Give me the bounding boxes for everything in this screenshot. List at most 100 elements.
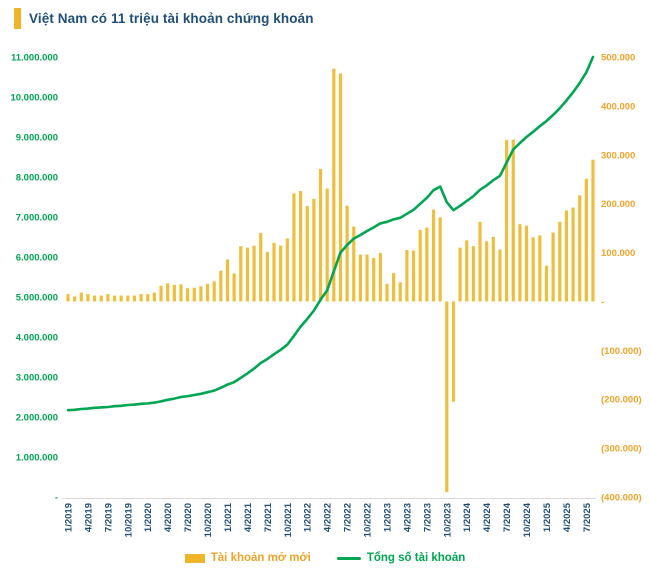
new-accounts-bar — [159, 285, 163, 302]
new-accounts-bar — [571, 207, 575, 302]
x-axis-label: 4/2019 — [83, 503, 94, 532]
left-axis-label: 6.000.000 — [16, 253, 58, 264]
x-axis-label: 10/2024 — [522, 502, 533, 537]
new-accounts-bar — [372, 257, 376, 302]
title-accent-bar — [14, 8, 21, 29]
new-accounts-bar — [325, 188, 329, 302]
x-axis-label: 1/2019 — [64, 503, 75, 532]
x-axis-label: 7/2024 — [502, 502, 513, 532]
new-accounts-bar — [451, 301, 456, 402]
x-axis-label: 4/2021 — [243, 502, 254, 532]
x-axis-label: 4/2025 — [562, 502, 573, 532]
new-accounts-bar — [139, 294, 143, 302]
x-axis-label: 10/2019 — [123, 503, 134, 537]
new-accounts-bar — [518, 224, 522, 302]
x-axis-label: 7/2023 — [422, 503, 433, 532]
new-accounts-bar — [524, 225, 529, 302]
bar-series-label: Tài khoản mở mới — [210, 552, 311, 564]
new-accounts-bar — [465, 240, 469, 302]
new-accounts-bar — [471, 246, 475, 302]
new-accounts-bar — [352, 226, 356, 302]
new-accounts-bar — [146, 294, 150, 302]
right-axis-label: (300.000) — [601, 444, 642, 455]
line-series-label: Tổng số tài khoản — [366, 552, 466, 564]
new-accounts-bar — [538, 235, 542, 302]
new-accounts-bar — [425, 227, 429, 302]
x-axis-label: 1/2025 — [542, 502, 553, 532]
x-axis-label: 4/2020 — [163, 503, 174, 532]
new-accounts-bar — [358, 254, 363, 302]
new-accounts-bar — [445, 301, 449, 493]
new-accounts-bar — [578, 195, 582, 302]
new-accounts-bar — [411, 250, 416, 302]
new-accounts-bar — [398, 282, 402, 302]
right-axis-label: (100.000) — [601, 346, 642, 357]
right-axis-label: 200.000 — [601, 199, 635, 210]
new-accounts-bar — [365, 254, 369, 302]
new-accounts-bar — [305, 206, 309, 302]
x-axis-label: 1/2024 — [462, 502, 473, 532]
new-accounts-bar — [166, 283, 170, 302]
left-axis-label: - — [55, 493, 58, 504]
new-accounts-bar — [126, 295, 130, 302]
chart-canvas: 11.000.000 10.000.000 9.000.000 8.000.000 7.… — [10, 53, 642, 538]
new-accounts-bar — [172, 284, 176, 302]
new-accounts-bar — [199, 286, 203, 302]
new-accounts-bar — [511, 139, 515, 302]
x-axis-label: 10/2022 — [363, 503, 374, 537]
x-axis-label: 7/2020 — [183, 503, 194, 532]
x-axis-label: 7/2021 — [263, 502, 274, 532]
x-axis-label: 1/2021 — [223, 502, 234, 532]
x-axis-label: 10/2020 — [203, 503, 214, 537]
new-accounts-bar — [192, 287, 196, 302]
left-axis-label: 5.000.000 — [16, 293, 58, 304]
new-accounts-bar — [79, 292, 83, 302]
right-axis-label: (200.000) — [601, 395, 642, 406]
new-accounts-bar — [418, 230, 422, 302]
right-axis-label: 300.000 — [601, 150, 635, 161]
right-axis-label: 400.000 — [601, 101, 635, 112]
right-axis-label: 500.000 — [601, 53, 635, 64]
new-accounts-bar — [392, 273, 396, 302]
x-axis-label: 1/2022 — [303, 503, 314, 532]
new-accounts-bar — [584, 178, 588, 302]
new-accounts-bar — [132, 295, 137, 302]
x-axis-label: 4/2024 — [482, 502, 493, 532]
new-accounts-bar — [186, 288, 190, 302]
x-axis-label: 4/2023 — [402, 503, 413, 532]
new-accounts-bar — [86, 294, 90, 302]
x-axis-label: 10/2021 — [283, 502, 294, 537]
new-accounts-bar — [531, 237, 535, 302]
new-accounts-bar — [245, 247, 250, 302]
new-accounts-bar — [458, 247, 462, 302]
new-accounts-bar — [312, 198, 316, 302]
new-accounts-bar — [431, 209, 436, 302]
new-accounts-bar — [225, 259, 230, 302]
x-axis-label: 1/2020 — [143, 503, 154, 532]
x-axis-label: 7/2022 — [343, 503, 354, 532]
left-axis-label: 11.000.000 — [11, 53, 58, 64]
new-accounts-bar — [564, 210, 569, 302]
left-axis-label: 9.000.000 — [16, 133, 58, 144]
new-accounts-bar — [285, 238, 289, 302]
new-accounts-bar — [265, 252, 269, 302]
new-accounts-bar — [332, 68, 336, 302]
x-axis-label: 7/2019 — [103, 503, 114, 532]
new-accounts-bar — [92, 295, 97, 302]
x-axis-label: 4/2022 — [323, 503, 334, 532]
new-accounts-bar — [232, 273, 236, 302]
new-accounts-bar — [551, 232, 555, 302]
new-accounts-bar — [212, 281, 216, 302]
legend-item-total-accounts: Tổng số tài khoản — [336, 552, 466, 564]
left-axis-label: 4.000.000 — [16, 333, 58, 344]
new-accounts-bar — [106, 294, 110, 302]
left-axis-label: 2.000.000 — [16, 413, 58, 424]
new-accounts-bar — [338, 73, 343, 302]
new-accounts-bar — [438, 217, 442, 302]
x-axis-label: 1/2023 — [383, 503, 394, 532]
new-accounts-bar — [152, 292, 156, 302]
new-accounts-bar — [205, 283, 210, 302]
new-accounts-bar — [491, 236, 495, 302]
new-accounts-bar — [558, 221, 562, 302]
new-accounts-bar — [99, 295, 103, 302]
